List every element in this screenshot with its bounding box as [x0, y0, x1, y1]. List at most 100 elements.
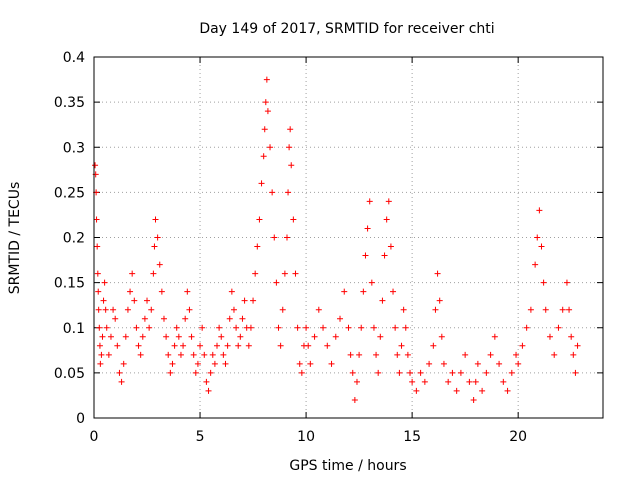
data-point — [445, 378, 452, 385]
data-point — [436, 297, 443, 304]
x-tick-label: 0 — [90, 429, 99, 445]
data-point — [366, 198, 373, 205]
data-point — [532, 261, 539, 268]
data-point — [273, 279, 280, 286]
data-point — [474, 360, 481, 367]
y-tick-label: 0.1 — [63, 321, 85, 337]
data-point — [500, 378, 507, 385]
data-point — [241, 297, 248, 304]
data-point — [137, 351, 144, 358]
data-point — [392, 324, 399, 331]
data-point — [118, 378, 125, 385]
data-point — [347, 351, 354, 358]
data-point — [279, 306, 286, 313]
data-point — [311, 333, 318, 340]
data-point — [432, 306, 439, 313]
data-point — [470, 396, 477, 403]
data-point — [290, 216, 297, 223]
data-point — [285, 189, 292, 196]
data-point — [377, 333, 384, 340]
data-point — [180, 342, 187, 349]
data-point — [430, 342, 437, 349]
data-point — [114, 342, 121, 349]
data-point — [152, 216, 159, 223]
data-point — [283, 234, 290, 241]
y-tick-labels: 0 0.05 0.1 0.15 0.2 0.25 0.3 0.35 0.4 — [54, 50, 85, 427]
data-point — [133, 324, 140, 331]
data-point — [364, 225, 371, 232]
data-point — [381, 252, 388, 259]
data-point — [390, 288, 397, 295]
data-point — [519, 342, 526, 349]
chart-title: Day 149 of 2017, SRMTID for receiver cht… — [199, 21, 494, 37]
data-point — [396, 369, 403, 376]
data-point — [387, 243, 394, 250]
data-point — [404, 351, 411, 358]
data-point — [472, 378, 479, 385]
data-point — [222, 360, 229, 367]
data-point — [97, 360, 104, 367]
data-point — [307, 360, 314, 367]
x-axis-label: GPS time / hours — [289, 458, 406, 474]
data-point — [413, 387, 420, 394]
data-point — [483, 369, 490, 376]
data-point — [144, 297, 151, 304]
data-point — [135, 342, 142, 349]
data-point — [383, 216, 390, 223]
y-tick-label: 0.35 — [54, 95, 85, 111]
data-point — [177, 351, 184, 358]
data-point — [546, 333, 553, 340]
data-point — [96, 342, 103, 349]
data-point — [566, 306, 573, 313]
data-point — [124, 306, 131, 313]
data-point — [261, 126, 268, 133]
data-point — [100, 297, 107, 304]
data-point — [379, 297, 386, 304]
data-point — [421, 378, 428, 385]
data-point — [362, 252, 369, 259]
data-point — [527, 306, 534, 313]
data-point — [426, 360, 433, 367]
data-point — [466, 378, 473, 385]
data-point — [101, 279, 108, 286]
data-point — [139, 333, 146, 340]
data-point — [245, 342, 252, 349]
data-point — [440, 360, 447, 367]
data-point — [96, 324, 103, 331]
data-point — [332, 333, 339, 340]
data-point — [540, 279, 547, 286]
data-point — [184, 288, 191, 295]
data-point — [158, 288, 165, 295]
data-point — [120, 360, 127, 367]
data-point — [324, 342, 331, 349]
data-point — [264, 108, 271, 115]
data-point — [574, 342, 581, 349]
data-point — [102, 306, 109, 313]
data-point — [182, 315, 189, 322]
data-point — [375, 369, 382, 376]
data-point — [110, 306, 117, 313]
x-tick-labels: 0 5 10 15 20 — [90, 429, 528, 445]
data-point — [99, 333, 106, 340]
data-point — [228, 288, 235, 295]
data-point — [160, 315, 167, 322]
data-point — [370, 324, 377, 331]
data-point — [148, 306, 155, 313]
data-point — [523, 324, 530, 331]
data-point — [434, 270, 441, 277]
data-point — [287, 126, 294, 133]
data-point — [303, 324, 310, 331]
data-point — [281, 270, 288, 277]
data-point — [154, 234, 161, 241]
y-tick-label: 0.4 — [63, 50, 85, 66]
data-point — [398, 342, 405, 349]
data-point — [250, 297, 257, 304]
data-point — [296, 360, 303, 367]
y-tick-label: 0.3 — [63, 140, 85, 156]
data-point — [254, 243, 261, 250]
data-point — [194, 360, 201, 367]
data-point — [256, 216, 263, 223]
data-point — [508, 369, 515, 376]
data-point — [271, 234, 278, 241]
data-point — [368, 279, 375, 286]
